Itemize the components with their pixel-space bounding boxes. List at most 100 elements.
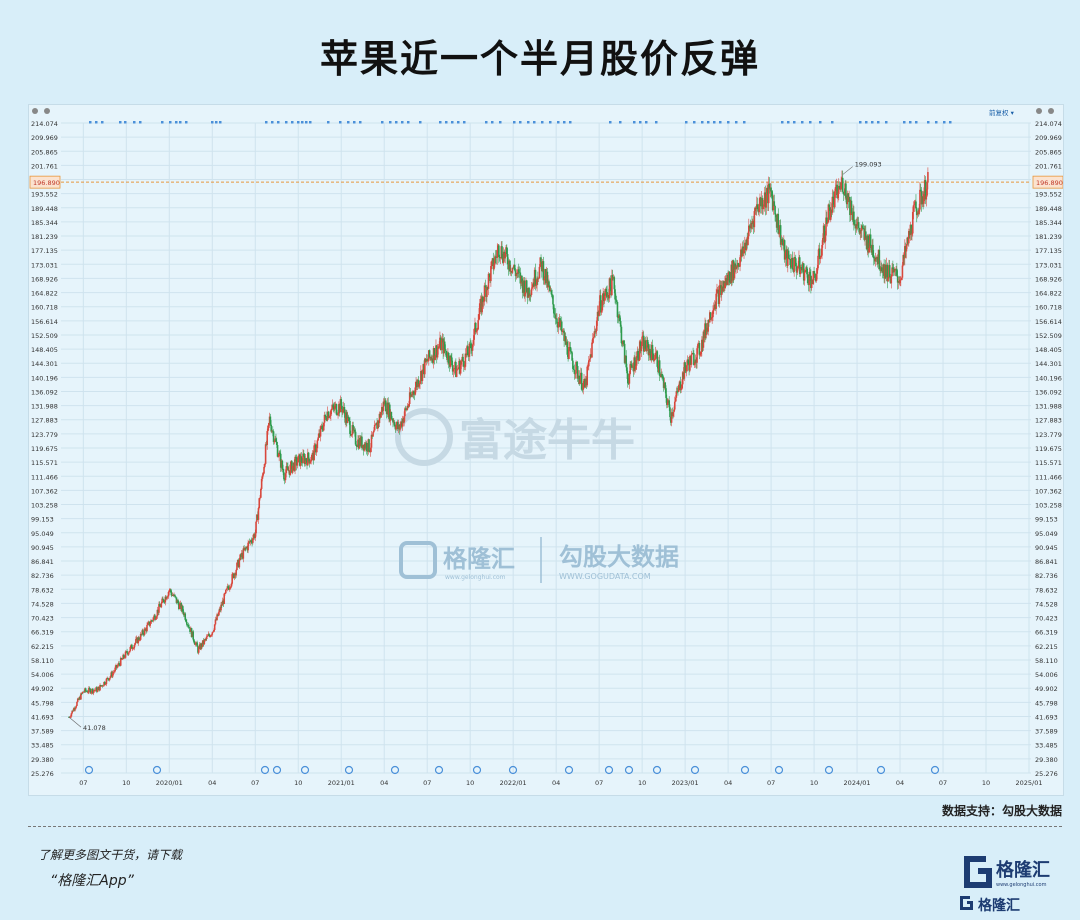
candle-body [347, 416, 350, 419]
y-tick-label-left: 123.779 [31, 431, 58, 439]
event-marker-bottom [824, 765, 834, 775]
candle-body [399, 425, 401, 430]
candle-body [625, 355, 628, 368]
y-tick-label-right: 140.196 [1035, 374, 1062, 382]
candle-body [512, 267, 514, 269]
candle-body [548, 285, 551, 292]
candle-body [104, 681, 106, 685]
candle-body [767, 183, 770, 204]
candle-body [390, 411, 393, 419]
candle-body [478, 303, 481, 315]
event-marker-top [735, 121, 738, 124]
candle-body [816, 268, 819, 274]
candle-body [417, 379, 420, 387]
candle-body [76, 701, 78, 706]
candle-body [728, 272, 731, 283]
candle-body [698, 343, 701, 356]
event-marker-top [831, 121, 834, 124]
candle-body [862, 227, 865, 229]
candle-body [109, 676, 112, 678]
candle-body [325, 416, 327, 420]
chart-frame[interactable]: 214.074 214.074 209.969 209.969 205.865 205.8… [28, 104, 1064, 796]
candle-body [797, 266, 799, 269]
event-marker-top [291, 121, 294, 124]
event-marker-top [801, 121, 804, 124]
event-marker-bottom [604, 765, 614, 775]
stock-chart[interactable]: 214.074 214.074 209.969 209.969 205.865 205.8… [29, 105, 1063, 795]
y-tick-label-right: 185.344 [1035, 219, 1062, 227]
candle-body [112, 672, 115, 673]
candle-body [214, 619, 217, 625]
y-tick-label-left: 131.988 [31, 403, 58, 411]
candle-body [908, 231, 910, 244]
event-marker-top [633, 121, 636, 124]
candle-body [459, 364, 462, 374]
candle-body [206, 635, 209, 637]
candle-body [434, 355, 436, 360]
candle-body [279, 452, 281, 454]
candle-body [901, 265, 904, 278]
candle-body [824, 235, 827, 243]
candle-body [715, 293, 717, 309]
candle-body [868, 247, 870, 253]
candle-body [739, 257, 741, 267]
candle-body [750, 223, 752, 229]
y-tick-label-right: 119.675 [1035, 445, 1062, 453]
gear-icon [44, 108, 50, 114]
watermark-glh: 格隆汇 [443, 545, 515, 573]
candle-body [315, 448, 318, 453]
candle-body [239, 554, 241, 561]
event-marker-bottom [344, 765, 354, 775]
candle-body [254, 533, 257, 539]
candle-body [771, 191, 773, 196]
event-marker-top [909, 121, 912, 124]
candle-body [798, 257, 801, 275]
candle-body [674, 397, 677, 402]
y-tick-label-right: 25.276 [1035, 770, 1058, 778]
candle-body [119, 658, 122, 666]
event-marker-top [549, 121, 552, 124]
y-tick-label-right: 95.049 [1035, 530, 1058, 538]
y-tick-label-left: 168.926 [31, 275, 58, 283]
candle-body [266, 431, 269, 445]
candle-body [658, 360, 661, 376]
candle-body [874, 257, 877, 262]
candle-body [603, 295, 606, 302]
candle-body [793, 257, 795, 272]
candle-body [836, 184, 838, 198]
watermark-futu: 富途牛牛 [459, 415, 635, 466]
candle-body [279, 453, 282, 468]
candle-body [186, 621, 188, 625]
candle-body [598, 305, 600, 316]
candle-body [536, 278, 538, 285]
candle-body [137, 637, 140, 644]
candle-body [225, 588, 228, 590]
candle-body [845, 183, 847, 198]
candle-body [174, 594, 176, 597]
candle-body [886, 264, 889, 282]
event-marker-top [451, 121, 454, 124]
y-tick-label-left: 148.405 [31, 346, 58, 354]
candle-body [788, 258, 791, 260]
candle-body [377, 420, 379, 429]
event-marker-top [124, 121, 127, 124]
candle-body [87, 692, 89, 693]
candle-body [410, 394, 413, 397]
candle-body [166, 596, 169, 598]
candle-body [267, 425, 269, 432]
y-tick-label-left: 33.485 [31, 742, 54, 750]
candle-body [352, 425, 354, 431]
footer-app-name: “格隆汇App” [50, 873, 134, 889]
candle-body [104, 684, 107, 685]
candle-body [194, 643, 197, 645]
x-tick-label: 04 [380, 779, 388, 787]
candle-body [244, 547, 246, 550]
adjust-dropdown[interactable]: 前复权 ▾ [989, 108, 1015, 117]
event-marker-top [301, 121, 304, 124]
candle-body [825, 217, 827, 236]
event-marker-top [809, 121, 812, 124]
y-tick-label-right: 45.798 [1035, 699, 1058, 707]
candle-body [494, 256, 496, 265]
candle-body [69, 716, 72, 718]
candle-body [138, 637, 140, 640]
